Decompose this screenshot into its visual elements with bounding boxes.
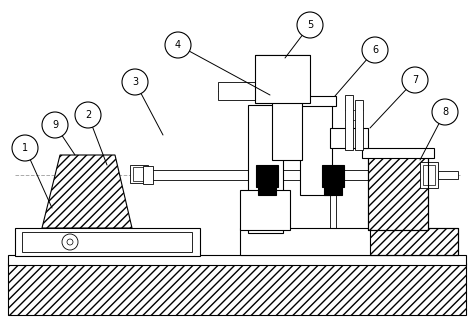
Bar — [15, 228, 200, 256]
Circle shape — [122, 69, 148, 95]
Bar — [255, 55, 310, 103]
Circle shape — [12, 135, 38, 161]
Circle shape — [297, 12, 323, 38]
Bar — [368, 153, 428, 230]
Bar — [240, 190, 290, 230]
Bar — [263, 166, 275, 184]
Bar — [423, 165, 435, 185]
Bar — [130, 165, 148, 183]
Bar — [274, 170, 422, 180]
Bar — [322, 165, 344, 187]
Text: 7: 7 — [412, 75, 418, 85]
Bar — [355, 100, 363, 150]
Text: 4: 4 — [175, 40, 181, 50]
Bar — [248, 105, 283, 233]
Text: 3: 3 — [132, 77, 138, 87]
Circle shape — [62, 234, 78, 250]
Bar — [420, 162, 438, 188]
Bar — [8, 263, 466, 315]
Text: 9: 9 — [52, 120, 58, 130]
Bar — [143, 166, 153, 184]
Circle shape — [165, 32, 191, 58]
Circle shape — [75, 102, 101, 128]
Text: 1: 1 — [22, 143, 28, 153]
Circle shape — [402, 67, 428, 93]
Bar — [22, 232, 192, 252]
Circle shape — [362, 37, 388, 63]
Circle shape — [432, 99, 458, 125]
Polygon shape — [42, 155, 132, 228]
Bar — [438, 171, 458, 179]
Bar — [256, 165, 278, 187]
Bar — [368, 153, 428, 230]
Bar — [272, 70, 302, 160]
Bar — [148, 170, 263, 180]
Bar — [133, 167, 145, 181]
Bar — [362, 148, 434, 158]
Text: 8: 8 — [442, 107, 448, 117]
Text: 2: 2 — [85, 110, 91, 120]
Bar — [8, 255, 466, 265]
Bar — [345, 95, 353, 150]
Bar — [330, 128, 368, 148]
Circle shape — [67, 239, 73, 245]
Bar — [296, 96, 336, 106]
Bar — [240, 228, 458, 255]
Bar — [218, 82, 256, 100]
Bar — [258, 187, 276, 195]
Bar — [370, 228, 458, 255]
Circle shape — [42, 112, 68, 138]
Bar — [300, 100, 332, 195]
Text: 5: 5 — [307, 20, 313, 30]
Text: 6: 6 — [372, 45, 378, 55]
Bar — [324, 187, 342, 195]
